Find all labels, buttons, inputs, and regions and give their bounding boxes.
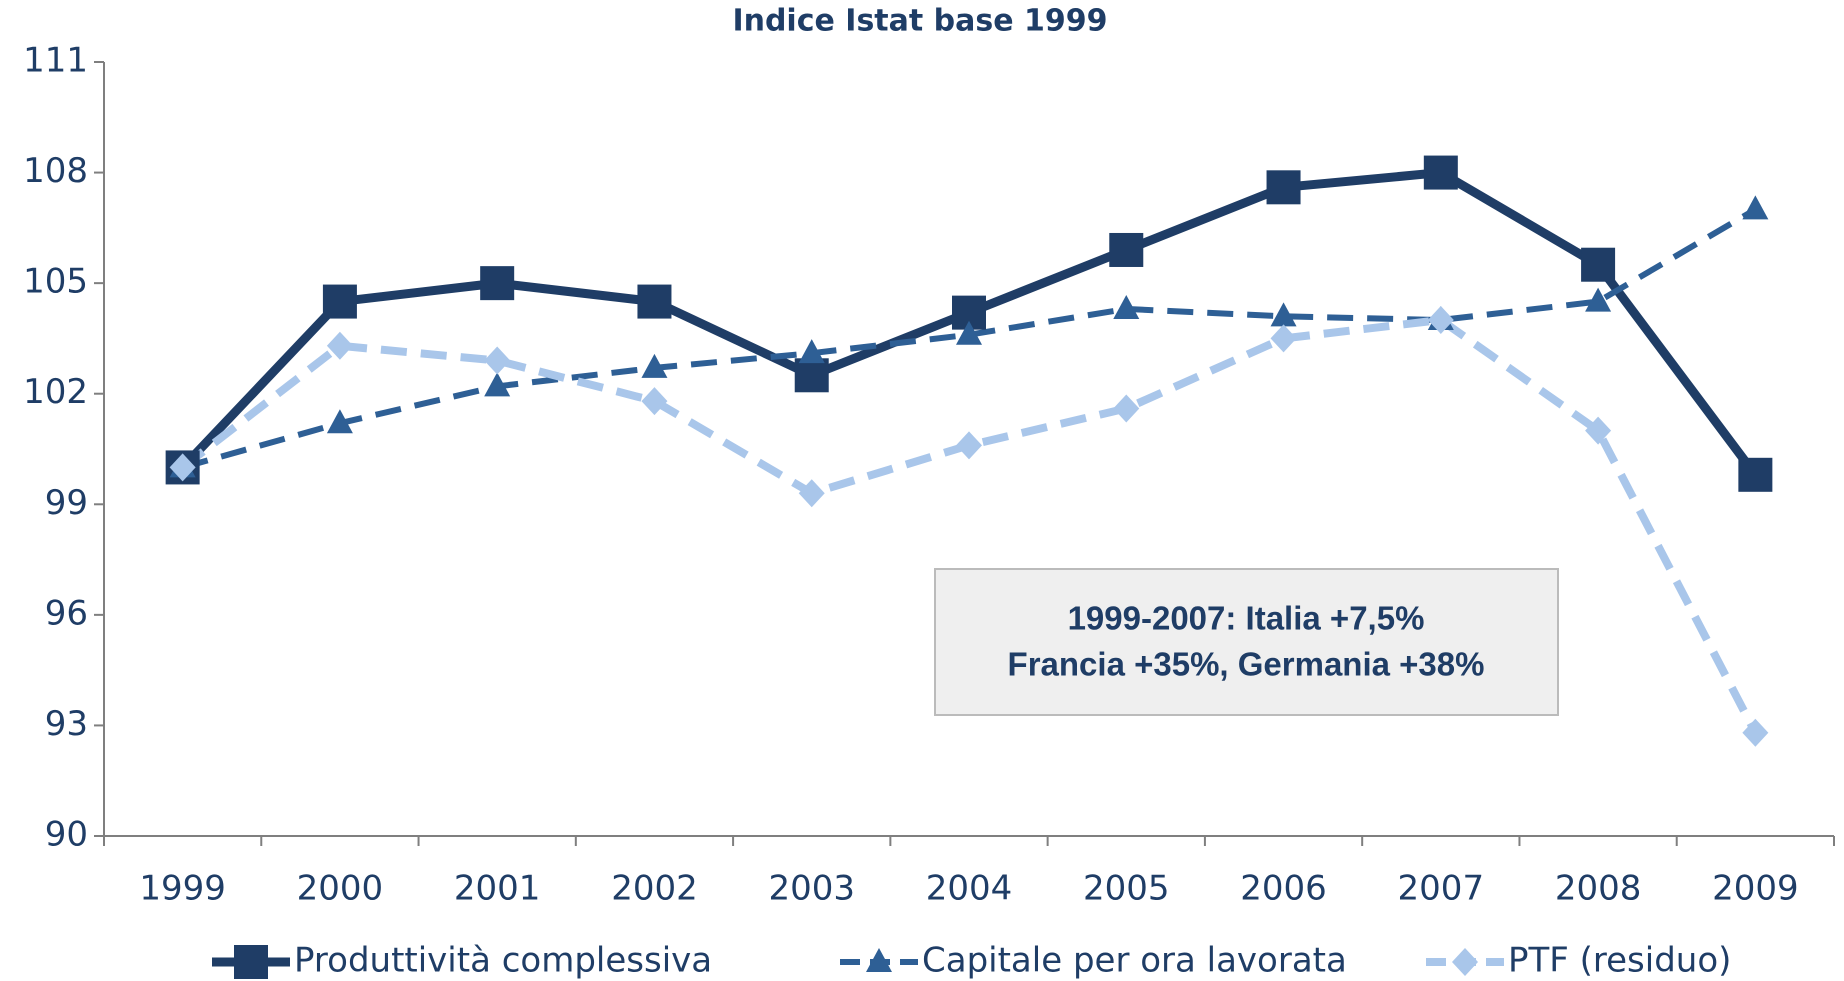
point — [956, 431, 982, 460]
series-line — [181, 206, 1757, 471]
y-tick-label: 96 — [45, 593, 88, 633]
legend-label: Produttività complessiva — [294, 941, 712, 981]
legend-marker — [866, 948, 892, 972]
point — [326, 331, 353, 360]
annotation: 1999-2007: Italia +7,5% — [1068, 600, 1425, 637]
y-tick-label: 99 — [45, 483, 88, 523]
annotation-box — [934, 568, 1559, 716]
x-tick-label: 2008 — [1555, 869, 1642, 909]
y-tick-label: 102 — [23, 372, 88, 412]
point — [1581, 247, 1616, 282]
point — [169, 453, 196, 482]
x-tick-label: 1999 — [139, 869, 226, 909]
y-tick-label: 105 — [23, 262, 88, 302]
point — [1738, 457, 1773, 492]
point — [641, 387, 668, 416]
chart-title: Indice Istat base 1999 — [732, 4, 1107, 39]
x-tick-label: 2004 — [926, 869, 1013, 909]
point — [637, 284, 672, 319]
x-tick-label: 2001 — [454, 869, 541, 909]
x-tick-label: 2005 — [1083, 869, 1170, 909]
point — [1266, 170, 1301, 205]
legend-marker — [1452, 948, 1478, 976]
legend-label: Capitale per ora lavorata — [922, 941, 1347, 981]
point — [1427, 306, 1454, 334]
point — [1270, 324, 1297, 353]
point — [480, 266, 515, 301]
point — [322, 284, 357, 319]
point — [1423, 155, 1458, 190]
point — [1113, 294, 1140, 319]
point — [326, 409, 353, 434]
point — [1113, 394, 1140, 423]
y-tick-label: 93 — [45, 704, 88, 744]
point — [641, 353, 668, 378]
point — [484, 372, 511, 397]
point — [1742, 718, 1769, 747]
annotation: Francia +35%, Germania +38% — [1008, 646, 1485, 683]
x-tick-label: 2009 — [1712, 869, 1799, 909]
y-tick-label: 90 — [45, 815, 88, 855]
x-tick-label: 2000 — [297, 869, 384, 909]
y-tick-label: 108 — [23, 151, 88, 191]
point — [794, 358, 829, 393]
point — [798, 339, 825, 364]
legend-marker — [234, 945, 268, 979]
point — [484, 346, 511, 375]
point — [798, 479, 825, 508]
x-tick-label: 2006 — [1240, 869, 1327, 909]
point — [1585, 287, 1612, 312]
point — [956, 320, 982, 345]
point — [1585, 416, 1612, 445]
x-tick-label: 2003 — [768, 869, 855, 909]
point — [1270, 302, 1297, 327]
legend-label: PTF (residuo) — [1508, 941, 1731, 981]
point — [1109, 232, 1144, 267]
x-tick-label: 2007 — [1398, 869, 1485, 909]
point — [1742, 195, 1769, 220]
x-tick-label: 2002 — [611, 869, 698, 909]
y-tick-label: 111 — [23, 41, 88, 81]
